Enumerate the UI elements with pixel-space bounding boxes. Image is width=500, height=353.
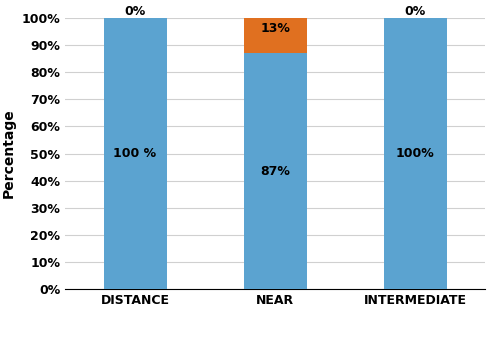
- Text: 0%: 0%: [124, 5, 146, 18]
- Bar: [244, 53, 306, 289]
- Text: 13%: 13%: [260, 22, 290, 35]
- Text: 0%: 0%: [404, 5, 425, 18]
- Legend: YES, NO: YES, NO: [221, 350, 329, 353]
- Bar: [384, 18, 446, 289]
- Text: 100 %: 100 %: [114, 147, 156, 160]
- Bar: [244, 18, 306, 53]
- Text: 100%: 100%: [396, 147, 434, 160]
- Bar: [104, 18, 166, 289]
- Y-axis label: Percentage: Percentage: [2, 109, 16, 198]
- Text: 87%: 87%: [260, 165, 290, 178]
